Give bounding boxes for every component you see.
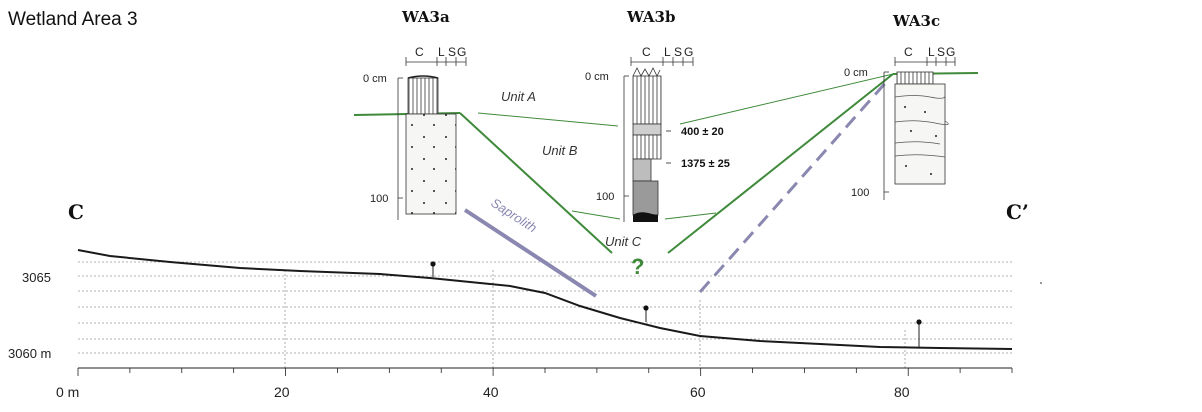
unit-b-c-thin-right [664,212,717,220]
header-l-wa3a: L [438,45,445,59]
grid-lines [78,261,1012,368]
header-l-wa3b: L [664,45,671,59]
header-g-wa3c: G [946,45,955,59]
dashed-contact-line [698,79,890,293]
unit-b-label: Unit B [542,143,578,158]
header-s-wa3b: S [674,45,682,59]
unit-a-b-boundary-left [477,112,619,127]
header-s-wa3a: S [448,45,456,59]
unit-c-label: Unit C [605,234,642,249]
ground-surface-profile [77,249,1013,350]
x-tick-40: 40 [483,384,499,400]
x-tick-80: 80 [894,384,910,400]
depth-100-wa3b: 100 [596,191,614,203]
date-1375: 1375 ± 25 [681,158,730,170]
question-mark: ? [631,254,644,279]
unit-a-b-boundary-right [679,73,894,125]
y-tick-3065: 3065 [22,270,51,285]
figure-title: Wetland Area 3 [8,9,138,30]
core-marker-wa3c [916,319,922,347]
header-c-wa3c: C [904,45,913,59]
x-tick-20: 20 [274,384,290,400]
core-title-wa3c: WA3c [892,12,940,30]
core-marker-wa3a [430,261,436,277]
depth-0-wa3c: 0 cm [844,67,868,79]
unit-b-c-thin-left [571,210,621,220]
grain-size-header-wa3a [405,57,467,66]
header-g-wa3a: G [457,45,466,59]
depth-100-wa3a: 100 [370,193,388,205]
x-tick-60: 60 [690,384,706,400]
core-wa3a: WA3a C L S G 0 cm 100 [363,8,467,220]
date-400: 400 ± 20 [681,126,724,138]
header-s-wa3c: S [937,45,945,59]
grain-size-header-wa3b [630,57,694,66]
core-marker-wa3b [643,305,649,322]
core-wa3c: WA3c C L S G 0 cm 100 [844,12,956,200]
header-c-wa3a: C [415,45,424,59]
stray-dot [1040,282,1042,284]
depth-0-wa3b: 0 cm [585,71,609,83]
header-g-wa3b: G [684,45,693,59]
grain-size-header-wa3c [894,57,956,66]
depth-100-wa3c: 100 [851,187,869,199]
core-title-wa3a: WA3a [401,8,450,26]
core-title-wa3b: WA3b [626,8,675,26]
header-c-wa3b: C [642,45,651,59]
core-wa3b: WA3b C L S G 0 cm 100 400 ± 20 1375 ± 25 [585,8,730,222]
y-tick-3060: 3060 m [8,346,51,361]
header-l-wa3c: L [928,45,935,59]
x-tick-0: 0 m [56,384,79,400]
section-label-left: C [68,200,84,224]
x-axis [77,367,1013,376]
saprolith-line [463,208,598,298]
unit-b-c-boundary-right [667,73,894,254]
section-label-right: C’ [1006,200,1029,224]
depth-0-wa3a: 0 cm [363,73,387,85]
unit-a-label: Unit A [501,89,536,104]
unit-b-c-boundary-left [459,112,613,254]
cross-section: 3065 3060 m 0 m 20 40 60 80 C C’ [8,200,1042,400]
